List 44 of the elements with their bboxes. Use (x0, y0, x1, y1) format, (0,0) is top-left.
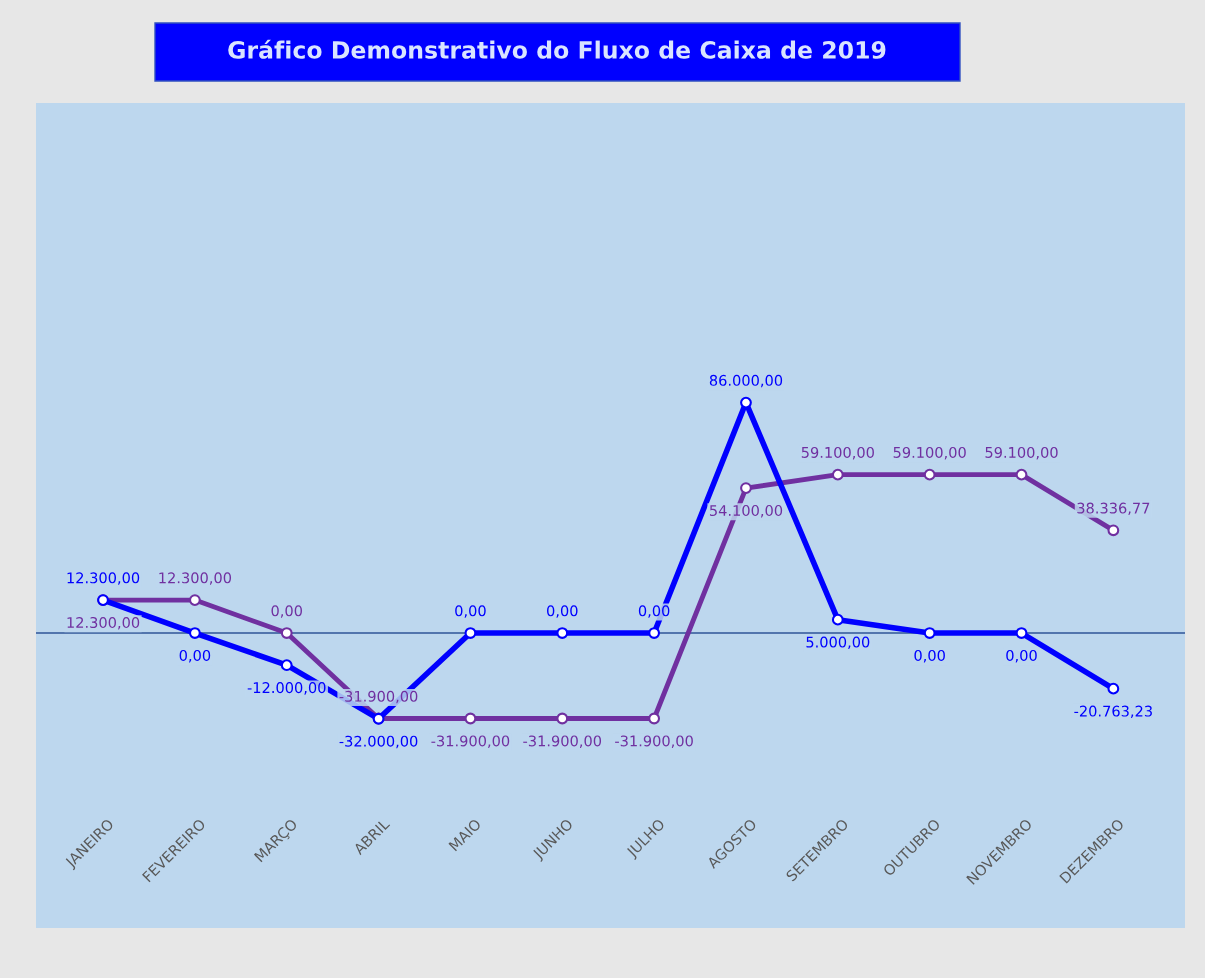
data-label: 0,00 (455, 605, 486, 618)
data-label: -31.900,00 (523, 735, 602, 748)
point (188, 627, 201, 639)
data-label: 0,00 (914, 649, 945, 663)
data-label: 0,00 (547, 605, 578, 618)
point (1107, 524, 1120, 537)
data-label: 12.300,00 (67, 616, 140, 630)
point (740, 482, 752, 494)
point (648, 712, 661, 725)
point (556, 712, 569, 725)
data-label: -32.000,00 (339, 735, 418, 749)
data-label: 59.100,00 (893, 446, 966, 460)
data-label: 12.300,00 (67, 572, 140, 585)
point (923, 627, 936, 639)
data-label: -20.763,23 (1074, 705, 1152, 719)
point (648, 627, 661, 639)
data-label: 54.100,00 (709, 504, 783, 518)
data-label: 86.000,00 (709, 374, 783, 388)
data-label: 5.000,00 (806, 636, 870, 650)
data-label: 59.100,00 (985, 446, 1058, 460)
point (464, 627, 477, 639)
point (831, 468, 844, 481)
point (923, 468, 936, 481)
point (280, 659, 293, 672)
point (831, 613, 844, 626)
data-label: 59.100,00 (801, 446, 874, 460)
point (280, 627, 293, 639)
data-label: 38.336,77 (1077, 502, 1150, 516)
data-label: -31.900,00 (339, 690, 418, 704)
data-label: 0,00 (638, 605, 670, 618)
data-label: 12.300,00 (159, 572, 232, 585)
point (1107, 682, 1120, 695)
data-label: 0,00 (179, 649, 211, 663)
data-label: -31.900,00 (615, 735, 693, 748)
data-label: -12.000,00 (247, 682, 326, 695)
data-label: -31.900,00 (431, 735, 510, 748)
point (464, 712, 477, 725)
point (1015, 468, 1028, 481)
point (1015, 627, 1028, 639)
point (556, 627, 569, 639)
chart-title: Gráfico Demonstrativo do Fluxo de Caixa de 2019 (228, 39, 886, 59)
data-label: 0,00 (1006, 649, 1037, 663)
point (188, 594, 201, 606)
data-label: 0,00 (271, 605, 303, 618)
